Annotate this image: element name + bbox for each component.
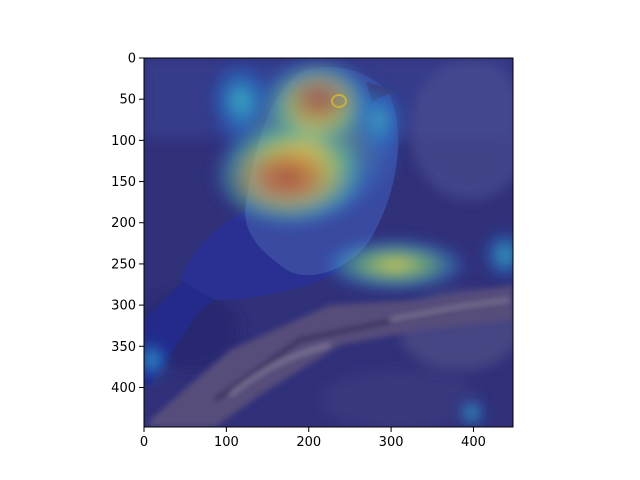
x-tick-label: 400 bbox=[461, 435, 486, 450]
y-tick-label: 50 bbox=[119, 93, 136, 108]
axes-frame bbox=[143, 57, 514, 428]
y-tick-label: 250 bbox=[111, 257, 136, 272]
plot-area bbox=[144, 58, 513, 427]
y-tick-label: 350 bbox=[111, 340, 136, 355]
activation-region-right-edge bbox=[480, 227, 513, 283]
x-tick-label: 0 bbox=[140, 435, 148, 450]
y-axis-ticks: 0 50 100 150 200 250 300 350 400 bbox=[111, 52, 144, 396]
y-tick-label: 200 bbox=[111, 216, 136, 231]
bird-eye bbox=[331, 94, 347, 108]
activation-region-neck bbox=[350, 80, 410, 160]
activation-region-bottom bbox=[456, 397, 488, 427]
x-tick-label: 200 bbox=[296, 435, 321, 450]
y-tick-label: 150 bbox=[111, 175, 136, 190]
activation-region-left-top bbox=[205, 58, 275, 145]
activation-region-lower-left bbox=[144, 338, 170, 382]
heatmap-overlay bbox=[144, 58, 513, 427]
y-tick-label: 300 bbox=[111, 299, 136, 314]
x-axis-ticks: 0 100 200 300 400 bbox=[140, 427, 486, 450]
branch bbox=[150, 285, 513, 427]
y-tick-label: 0 bbox=[128, 52, 136, 67]
x-tick-label: 100 bbox=[214, 435, 239, 450]
activation-region-branch bbox=[320, 237, 470, 293]
x-tick-label: 300 bbox=[379, 435, 404, 450]
y-tick-label: 400 bbox=[111, 381, 136, 396]
y-tick-label: 100 bbox=[111, 134, 136, 149]
